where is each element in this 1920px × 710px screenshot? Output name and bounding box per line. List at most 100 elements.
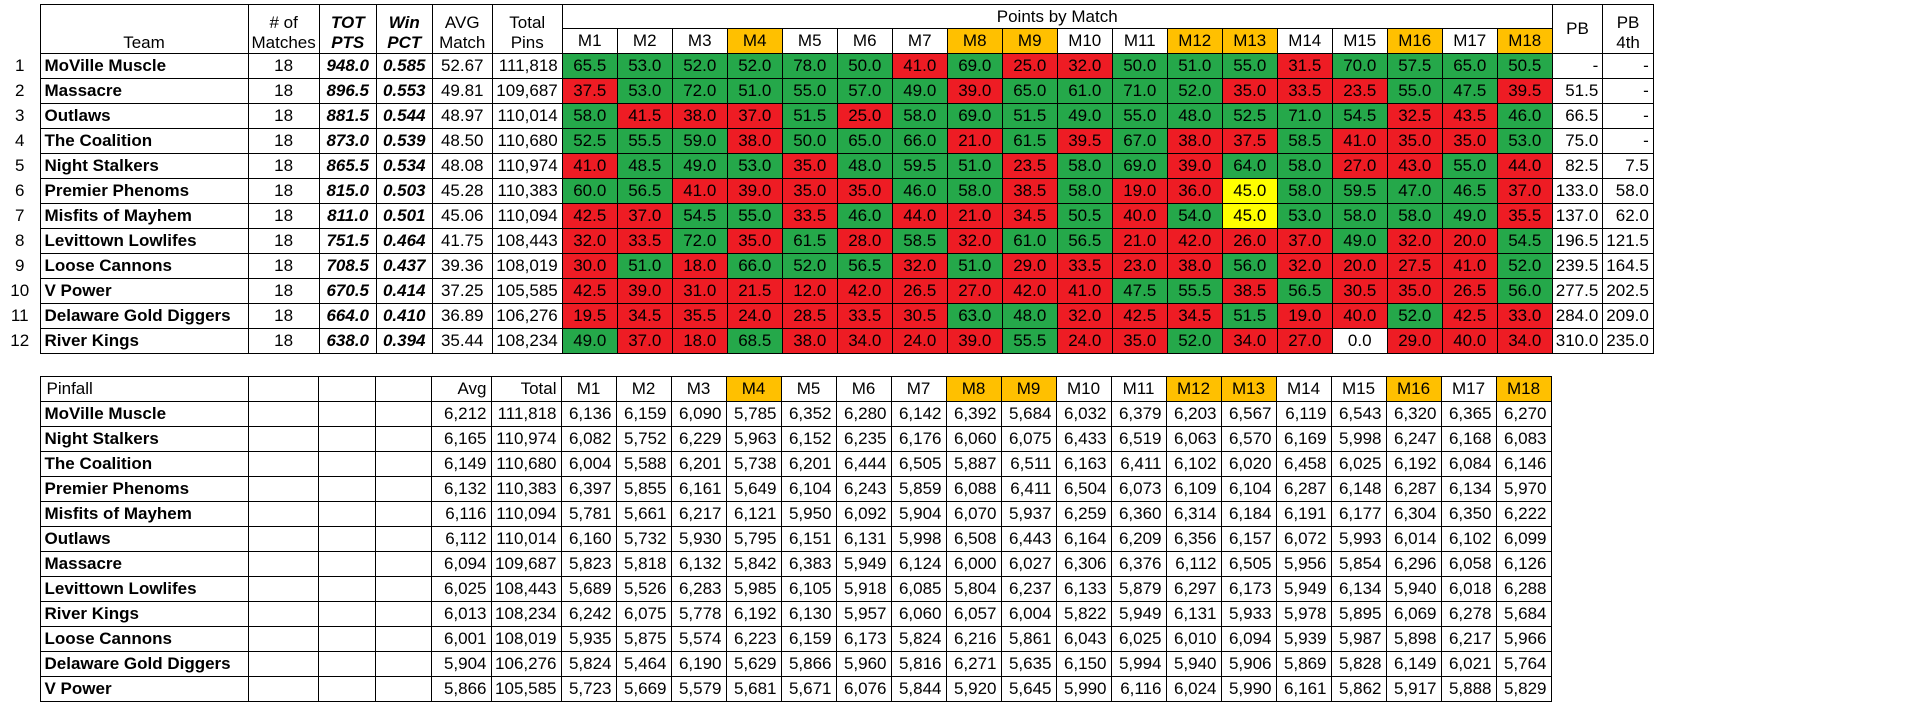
pinfall-total-cell: 105,585: [490, 676, 562, 702]
win-pct-cell: 0.585: [375, 53, 433, 79]
pinfall-empty-cell: [317, 451, 376, 477]
pinfall-spacer: [0, 602, 40, 627]
standings-row: 12 River Kings 18 638.0 0.394 35.44 108,234 49.…: [0, 328, 1654, 354]
rank-cell: 10: [10, 281, 30, 300]
match-points-cell: 55.0: [781, 78, 838, 104]
team-name: Massacre: [39, 551, 249, 577]
match-points-cell: 33.5: [1276, 78, 1333, 104]
pinfall-match-cell: 5,987: [1330, 626, 1387, 652]
match-points-cell: 38.0: [726, 128, 783, 154]
pinfall-match-header-m7: M7: [890, 376, 947, 402]
pinfall-match-cell: 6,020: [1220, 451, 1277, 477]
match-points-cell: 71.0: [1111, 78, 1168, 104]
pinfall-match-cell: 5,804: [945, 576, 1002, 602]
pinfall-match-cell: 6,060: [945, 426, 1002, 452]
pb4th-cell: -: [1602, 78, 1654, 104]
win-pct-cell: 0.410: [375, 303, 433, 329]
match-points-cell: 34.0: [836, 328, 893, 354]
match-points-cell: 29.0: [1001, 253, 1058, 279]
pinfall-spacer: [0, 427, 40, 452]
rank-cell: 11: [10, 306, 29, 325]
match-points-cell: 59.5: [1331, 178, 1388, 204]
avg-match-cell: 39.36: [431, 253, 493, 279]
match-points-cell: 53.0: [726, 153, 783, 179]
pb-cell: 137.0: [1551, 203, 1604, 229]
match-points-cell: 32.5: [1386, 103, 1443, 129]
pinfall-match-cell: 5,940: [1165, 651, 1222, 677]
pinfall-match-cell: 6,505: [1220, 551, 1277, 577]
match-points-cell: 19.0: [1111, 178, 1168, 204]
pinfall-match-cell: 5,684: [1495, 601, 1552, 627]
pinfall-match-cell: 5,940: [1385, 576, 1442, 602]
pinfall-total-cell: 110,094: [490, 501, 562, 527]
match-points-cell: 50.5: [1056, 203, 1113, 229]
match-points-cell: 58.0: [561, 103, 618, 129]
standings-row: 1 MoVille Muscle 18 948.0 0.585 52.67 111,818 6…: [0, 53, 1654, 79]
avg-match-cell: 45.06: [431, 203, 493, 229]
matches-cell: 18: [247, 103, 320, 129]
pinfall-match-cell: 6,043: [1055, 626, 1112, 652]
match-points-cell: 52.0: [726, 53, 783, 79]
matches-cell: 18: [247, 328, 320, 354]
pinfall-spacer: [0, 527, 40, 552]
pinfall-match-cell: 6,102: [1440, 526, 1497, 552]
match-points-cell: 53.0: [1276, 203, 1333, 229]
match-points-cell: 25.0: [836, 103, 893, 129]
pinfall-match-cell: 6,190: [670, 651, 727, 677]
team-name: Premier Phenoms: [39, 178, 249, 204]
standings-row: 9 Loose Cannons 18 708.5 0.437 39.36 108,019 30…: [0, 253, 1654, 279]
team-name: The Coalition: [39, 128, 249, 154]
match-points-cell: 35.0: [1221, 78, 1278, 104]
team-name: Outlaws: [39, 526, 249, 552]
pinfall-match-cell: 5,855: [615, 476, 672, 502]
match-points-cell: 55.5: [616, 128, 673, 154]
pinfall-match-cell: 6,223: [725, 626, 782, 652]
pb4th-cell: -: [1602, 53, 1654, 79]
match-points-cell: 58.0: [1276, 178, 1333, 204]
pinfall-match-cell: 6,237: [1000, 576, 1057, 602]
match-points-cell: 61.0: [1056, 78, 1113, 104]
match-points-cell: 34.5: [1166, 303, 1223, 329]
rank-cell: 12: [10, 331, 30, 350]
pinfall-match-cell: 5,778: [670, 601, 727, 627]
pinfall-empty-cell: [374, 501, 432, 527]
match-points-cell: 58.0: [1276, 153, 1333, 179]
pinfall-match-cell: 5,859: [890, 476, 947, 502]
team-name: River Kings: [39, 601, 249, 627]
pinfall-row: MoVille Muscle 6,212 111,818 6,136 6,159 6,09…: [0, 401, 1552, 427]
pinfall-match-cell: 5,781: [560, 501, 617, 527]
win-pct-cell: 0.437: [375, 253, 433, 279]
pinfall-match-cell: 6,060: [890, 601, 947, 627]
pinfall-avg-cell: 6,025: [430, 576, 492, 602]
pinfall-empty-cell: [247, 451, 319, 477]
pinfall-match-cell: 6,075: [615, 601, 672, 627]
pinfall-match-cell: 5,689: [560, 576, 617, 602]
pinfall-match-cell: 5,645: [1000, 676, 1057, 702]
match-points-cell: 51.5: [1001, 103, 1058, 129]
pinfall-match-cell: 5,681: [725, 676, 782, 702]
match-points-cell: 35.0: [836, 178, 893, 204]
match-points-cell: 42.5: [1441, 303, 1498, 329]
pinfall-match-cell: 5,990: [1220, 676, 1277, 702]
match-points-cell: 48.0: [836, 153, 893, 179]
pinfall-match-cell: 6,287: [1385, 476, 1442, 502]
pinfall-match-cell: 5,526: [615, 576, 672, 602]
pinfall-match-cell: 6,121: [725, 501, 782, 527]
pb4th-header: PB 4th: [1602, 4, 1654, 54]
team-name: Massacre: [39, 78, 249, 104]
rank-cell: 4: [15, 131, 25, 150]
pinfall-avg-cell: 6,001: [430, 626, 492, 652]
match-points-cell: 46.5: [1441, 178, 1498, 204]
pinfall-empty-cell: [247, 601, 319, 627]
pinfall-match-cell: 5,879: [1110, 576, 1167, 602]
match-points-cell: 53.0: [1496, 128, 1553, 154]
tot-pts-cell: 896.5: [318, 78, 377, 104]
pinfall-empty-cell: [317, 501, 376, 527]
match-points-cell: 52.0: [781, 253, 838, 279]
pinfall-match-cell: 6,376: [1110, 551, 1167, 577]
pinfall-match-cell: 5,888: [1440, 676, 1497, 702]
win-pct-cell: 0.539: [375, 128, 433, 154]
pb4th-cell: 164.5: [1602, 253, 1654, 279]
matches-cell: 18: [247, 303, 320, 329]
pinfall-match-cell: 5,464: [615, 651, 672, 677]
